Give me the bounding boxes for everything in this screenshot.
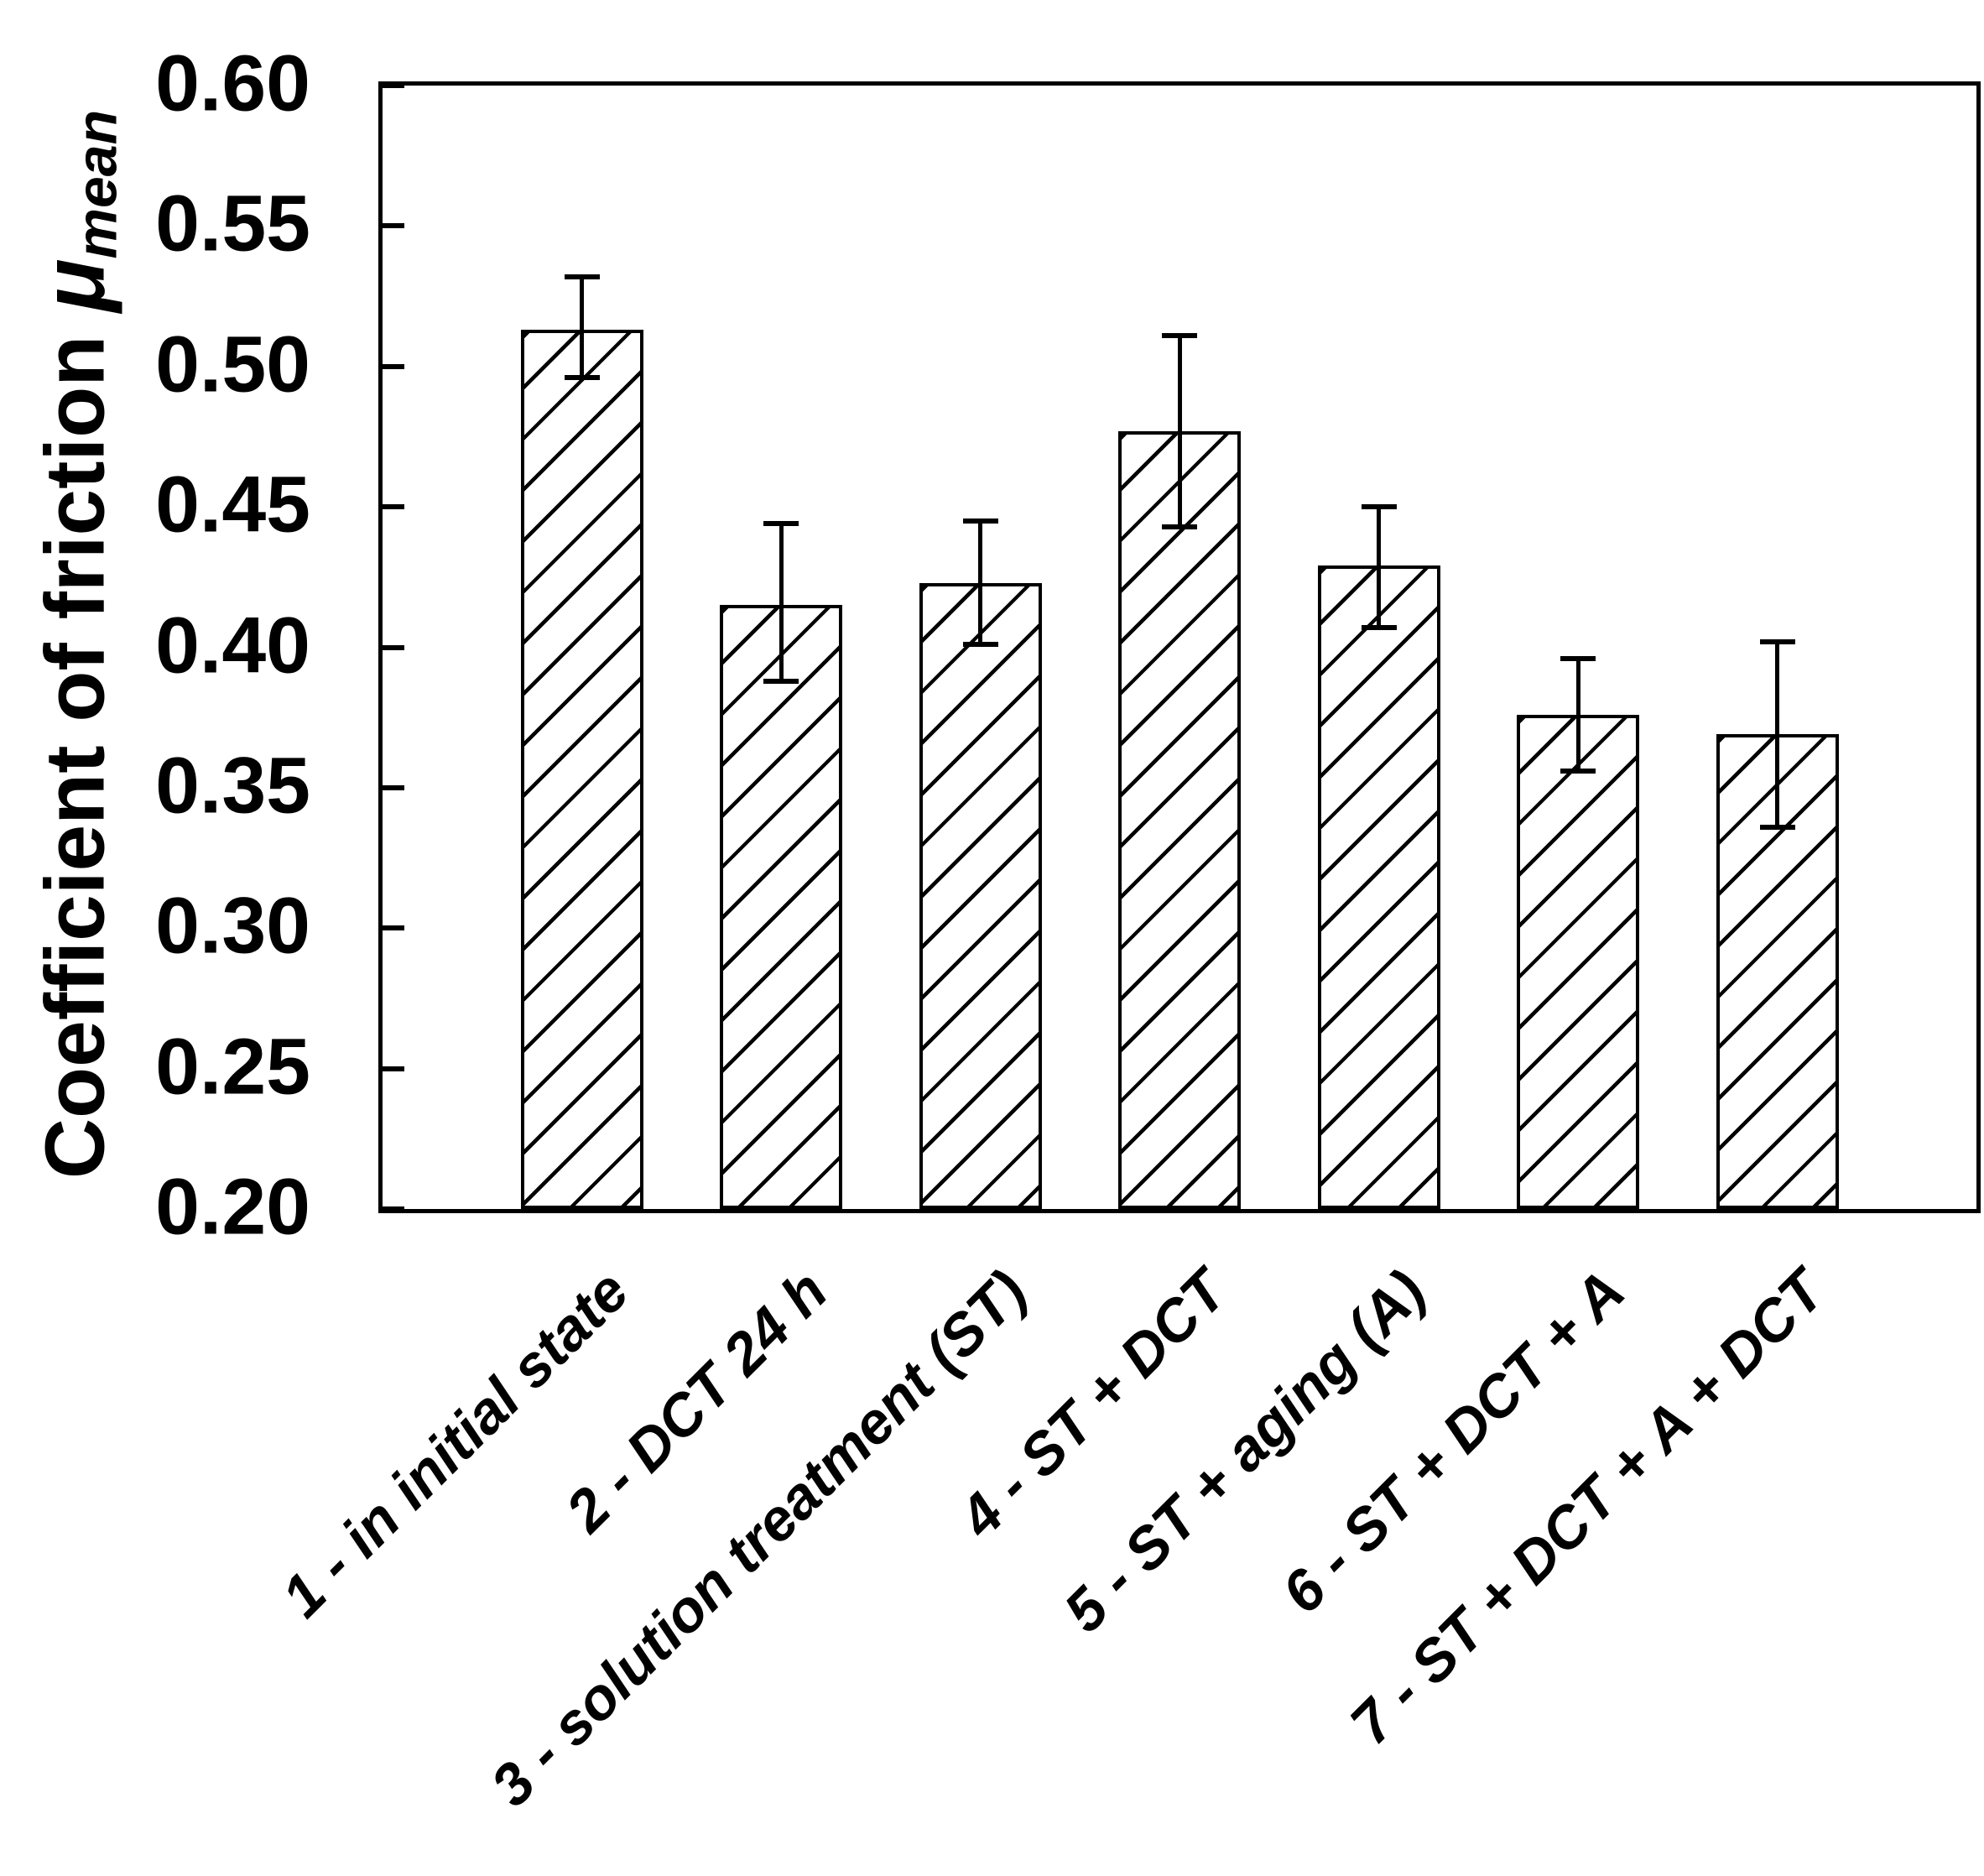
error-bar-6-stem	[1575, 658, 1580, 771]
y-tick-label: 0.55	[155, 179, 310, 268]
y-tick-mark	[383, 1066, 404, 1071]
error-bar-2-stem	[778, 524, 784, 681]
y-tick-mark	[383, 83, 404, 88]
y-tick-mark	[383, 644, 404, 650]
bar-1	[520, 330, 643, 1209]
error-bar-5-top-cap	[1361, 504, 1397, 510]
error-bar-1-stem	[580, 276, 584, 378]
error-bar-3-bottom-cap	[962, 642, 998, 648]
mu-symbol: μ	[24, 258, 123, 312]
y-tick-mark	[383, 784, 404, 790]
error-bar-4-stem	[1177, 335, 1182, 527]
error-bar-3-top-cap	[962, 518, 998, 524]
x-tick-label-1: 1 - in initial state	[268, 1258, 641, 1630]
y-tick-label: 0.60	[155, 39, 310, 128]
y-tick-label: 0.20	[155, 1162, 310, 1252]
error-bar-4-top-cap	[1162, 332, 1197, 338]
error-bar-7-bottom-cap	[1759, 824, 1795, 830]
error-bar-6-top-cap	[1560, 655, 1596, 661]
error-bar-3-stem	[978, 520, 982, 645]
error-bar-5-bottom-cap	[1361, 625, 1397, 631]
error-bar-2-top-cap	[763, 521, 799, 527]
bar-6	[1517, 714, 1639, 1209]
y-tick-label: 0.35	[155, 741, 310, 831]
error-bar-7-top-cap	[1759, 638, 1795, 644]
y-tick-label: 0.45	[155, 460, 310, 550]
y-tick-mark	[383, 223, 404, 229]
bar-4	[1118, 430, 1241, 1209]
error-bar-7-stem	[1775, 641, 1779, 827]
x-tick-label-6: 6 - ST + DCT + A	[1268, 1258, 1638, 1626]
y-tick-mark	[383, 1206, 404, 1212]
bar-5	[1317, 565, 1440, 1209]
error-bar-2-bottom-cap	[763, 678, 799, 684]
plot-area	[378, 81, 1981, 1213]
y-tick-mark	[383, 925, 404, 931]
y-tick-mark	[383, 504, 404, 510]
x-tick-label-5: 5 - ST + aging (A)	[1051, 1258, 1438, 1644]
error-bar-5-stem	[1377, 507, 1381, 628]
y-tick-mark	[383, 363, 404, 369]
error-bar-4-bottom-cap	[1162, 524, 1197, 529]
y-tick-label: 0.25	[155, 1022, 310, 1112]
bar-3	[919, 582, 1042, 1209]
error-bar-1-bottom-cap	[564, 375, 600, 381]
y-tick-label: 0.50	[155, 320, 310, 409]
error-bar-1-top-cap	[564, 274, 600, 279]
error-bar-6-bottom-cap	[1560, 768, 1596, 774]
y-tick-label: 0.30	[155, 881, 310, 971]
bar-2	[720, 605, 842, 1209]
y-tick-label: 0.40	[155, 601, 310, 690]
